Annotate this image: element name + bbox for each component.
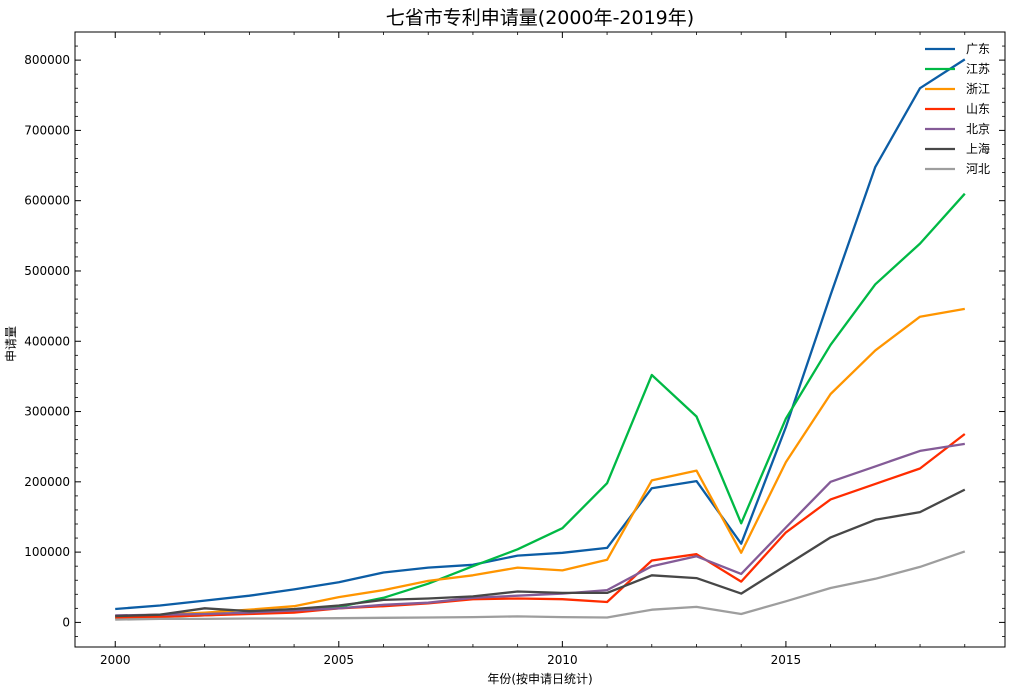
series-line-4 <box>115 434 965 618</box>
y-tick-label: 800000 <box>24 53 70 67</box>
series-line-5 <box>115 444 965 616</box>
x-tick-label: 2015 <box>771 653 802 667</box>
y-tick-label: 300000 <box>24 405 70 419</box>
y-tick-label: 200000 <box>24 475 70 489</box>
series-lines <box>115 59 965 619</box>
x-tick-label: 2005 <box>324 653 355 667</box>
y-tick-label: 0 <box>62 615 70 629</box>
legend: 广东江苏浙江山东北京上海河北 <box>925 42 990 176</box>
legend-label: 广东 <box>966 42 990 56</box>
series-line-3 <box>115 309 965 616</box>
x-tick-label: 2000 <box>100 653 131 667</box>
legend-label: 上海 <box>966 141 990 156</box>
y-axis-label: 申请量 <box>4 326 18 362</box>
axis-ticks: 2000 2005 2010 2015 0 100000 200000 300000 40000… <box>24 32 1005 667</box>
x-axis-label: 年份(按申请日统计) <box>487 672 592 686</box>
legend-label: 江苏 <box>966 62 990 76</box>
y-tick-label: 500000 <box>24 264 70 278</box>
legend-label: 河北 <box>966 162 990 176</box>
y-tick-label: 400000 <box>24 334 70 348</box>
legend-label: 北京 <box>966 122 990 136</box>
legend-label: 山东 <box>966 102 990 116</box>
y-tick-label: 700000 <box>24 123 70 137</box>
x-tick-label: 2010 <box>547 653 578 667</box>
legend-label: 浙江 <box>966 82 990 96</box>
y-tick-label: 600000 <box>24 194 70 208</box>
chart-title: 七省市专利申请量(2000年-2019年) <box>386 7 694 29</box>
y-tick-label: 100000 <box>24 545 70 559</box>
